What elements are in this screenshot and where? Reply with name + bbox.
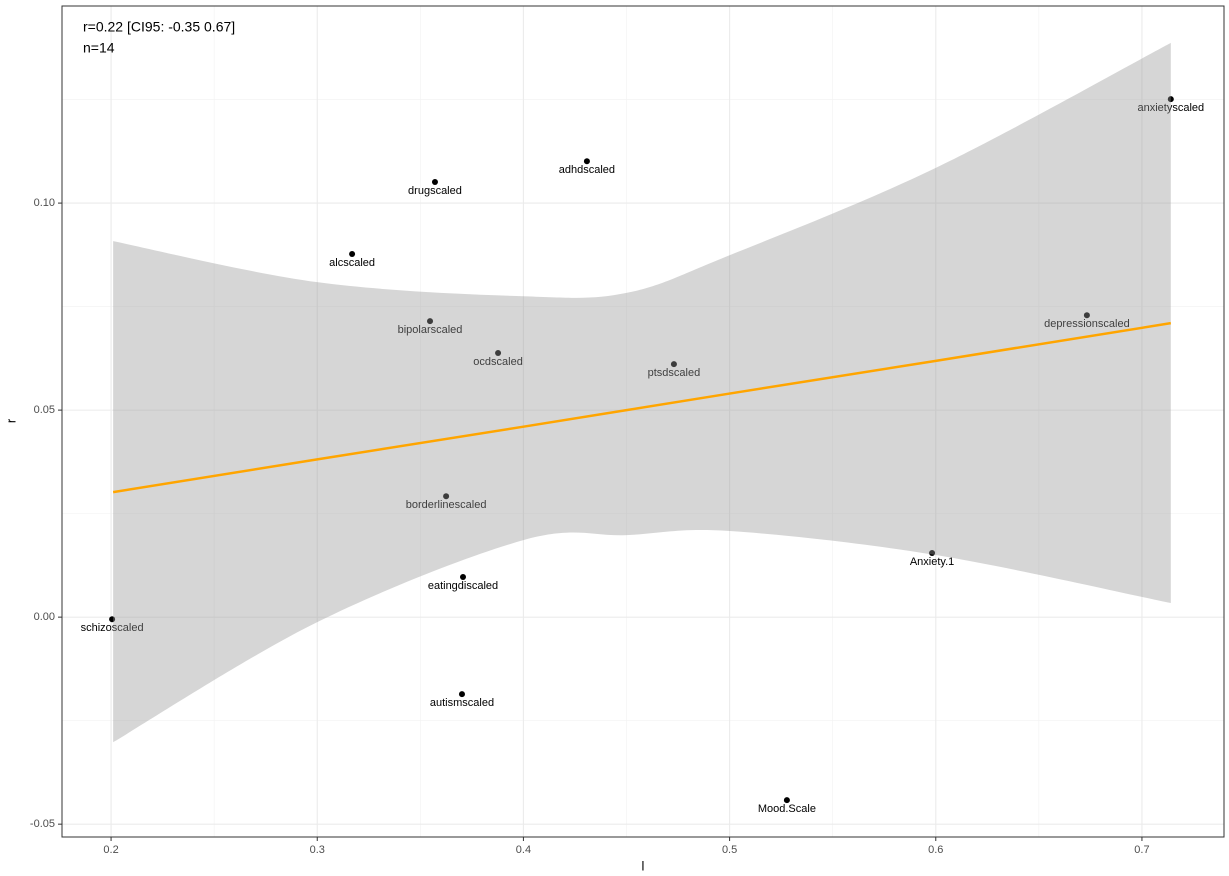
point-label: adhdscaled — [559, 164, 615, 176]
point — [443, 493, 450, 500]
x-tick-label: 0.4 — [516, 844, 531, 856]
y-tick-label: -0.05 — [30, 818, 55, 830]
point — [460, 573, 467, 580]
point — [109, 616, 116, 623]
point — [458, 691, 465, 698]
point-label: autismscaled — [430, 697, 494, 709]
x-tick-label: 0.7 — [1134, 844, 1149, 856]
fit-line — [112, 321, 1172, 494]
y-tick-label: 0.10 — [34, 197, 55, 209]
point — [1083, 312, 1090, 319]
annotation: r=0.22 [CI95: -0.35 0.67] — [83, 19, 235, 35]
point-label: depressionscaled — [1044, 318, 1130, 330]
confidence-band — [113, 42, 1171, 743]
point-label: anxietyscaled — [1137, 102, 1204, 114]
x-tick-label: 0.5 — [722, 844, 737, 856]
panel-border — [61, 5, 1225, 838]
point-label: alcscaled — [329, 257, 375, 269]
point-label: drugscaled — [408, 185, 462, 197]
point-label: ocdscaled — [473, 356, 523, 368]
x-axis-title: l — [642, 858, 645, 873]
point-label: Anxiety.1 — [910, 556, 954, 568]
x-tick-label: 0.6 — [928, 844, 943, 856]
grid — [62, 6, 1224, 837]
point — [783, 797, 790, 804]
point-label: schizoscaled — [81, 622, 144, 634]
point — [431, 178, 438, 185]
x-tick-label: 0.3 — [310, 844, 325, 856]
x-tick-label: 0.2 — [103, 844, 118, 856]
point — [583, 158, 590, 165]
point-label: eatingdiscaled — [428, 580, 498, 592]
y-tick-label: 0.00 — [34, 611, 55, 623]
point — [1167, 96, 1174, 103]
y-axis-title: r — [3, 418, 18, 423]
annotation: n=14 — [83, 40, 115, 56]
point — [349, 251, 356, 258]
point — [929, 549, 936, 556]
point — [670, 361, 677, 368]
point — [427, 318, 434, 325]
marks: anxietyscaled adhdscaled drugscaled alcscal… — [81, 42, 1204, 815]
y-tick-label: 0.05 — [34, 404, 55, 416]
point — [495, 349, 502, 356]
point-label: ptsdscaled — [648, 367, 701, 379]
point-label: Mood.Scale — [758, 803, 816, 815]
point-label: bipolarscaled — [398, 324, 463, 336]
point-label: borderlinescaled — [406, 499, 487, 511]
